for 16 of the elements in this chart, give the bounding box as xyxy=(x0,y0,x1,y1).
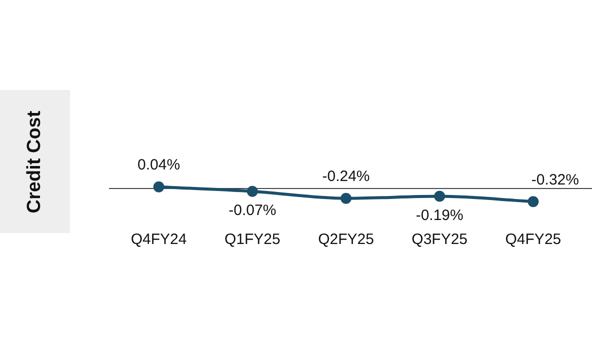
data-label: 0.04% xyxy=(138,156,180,174)
x-tick-label: Q3FY25 xyxy=(412,231,468,248)
data-label: -0.32% xyxy=(531,171,579,188)
point xyxy=(434,190,446,202)
data-label: -0.24% xyxy=(322,168,370,185)
point xyxy=(153,181,164,192)
y-axis-title: Credit Cost xyxy=(24,110,46,213)
point xyxy=(246,186,258,197)
x-tick-label: Q4FY24 xyxy=(130,231,187,248)
data-label: -0.07% xyxy=(228,202,276,220)
x-tick-label: Q2FY25 xyxy=(318,231,374,248)
point xyxy=(340,192,352,204)
point xyxy=(528,196,539,208)
data-label: -0.19% xyxy=(416,206,464,224)
x-tick-label: Q4FY25 xyxy=(505,231,562,248)
x-tick-label: Q1FY25 xyxy=(224,231,280,248)
